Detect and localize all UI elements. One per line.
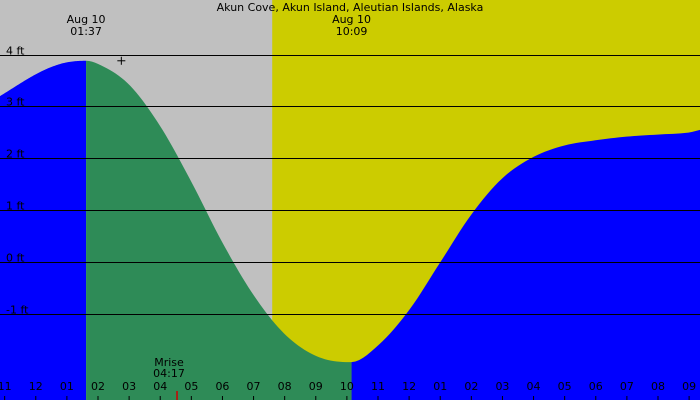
x-tick-label: 11 [0, 380, 12, 393]
tide-area-1 [86, 60, 352, 400]
x-tick-label: 04 [527, 380, 541, 393]
x-tick-label: 01 [60, 380, 74, 393]
x-tick-label: 05 [558, 380, 572, 393]
x-tick-label: 11 [371, 380, 385, 393]
moonrise-label: Mrise [154, 356, 184, 369]
x-tick-label: 07 [620, 380, 634, 393]
x-tick-label: 07 [247, 380, 261, 393]
extrema-annotations: Aug 10 01:37 Aug 10 10:09 [67, 13, 371, 38]
chart-title: Akun Cove, Akun Island, Aleutian Islands… [217, 1, 484, 14]
x-tick-label: 06 [589, 380, 603, 393]
high-tide-time-label: 01:37 [70, 25, 102, 38]
y-tick-label: 1 ft [6, 200, 25, 213]
tide-area-2 [351, 129, 700, 400]
y-axis-tick-labels: 4 ft 3 ft 2 ft 1 ft 0 ft -1 ft [6, 45, 29, 317]
moonrise-time: 04:17 [153, 367, 185, 380]
moonrise-marker: Mrise 04:17 [153, 356, 185, 400]
grid-lines [0, 55, 700, 315]
tide-area-0 [0, 60, 87, 400]
y-tick-label: 4 ft [6, 45, 25, 58]
y-tick-label: 2 ft [6, 148, 25, 161]
x-tick-label: 05 [184, 380, 198, 393]
low-tide-date-label: Aug 10 [332, 13, 371, 26]
x-tick-label: 12 [29, 380, 43, 393]
x-tick-label: 02 [91, 380, 105, 393]
cross-marker [117, 56, 126, 65]
tide-areas [0, 60, 700, 400]
x-tick-label: 01 [433, 380, 447, 393]
x-tick-label: 04 [153, 380, 167, 393]
x-tick-label: 03 [495, 380, 509, 393]
x-tick-label: 12 [402, 380, 416, 393]
x-tick-label: 08 [278, 380, 292, 393]
y-tick-label: -1 ft [6, 304, 29, 317]
low-tide-time-label: 10:09 [336, 25, 368, 38]
x-tick-label: 10 [340, 380, 354, 393]
x-tick-label: 02 [464, 380, 478, 393]
x-tick-label: 09 [682, 380, 696, 393]
x-tick-label: 08 [651, 380, 665, 393]
x-tick-label: 09 [309, 380, 323, 393]
high-tide-date-label: Aug 10 [67, 13, 106, 26]
x-axis-tick-labels: 11 12 01 02 03 04 05 06 07 08 09 10 11 12 01 02 03 04 05 06… [0, 380, 696, 400]
y-tick-label: 0 ft [6, 252, 25, 265]
x-tick-label: 06 [215, 380, 229, 393]
x-tick-label: 03 [122, 380, 136, 393]
y-tick-label: 3 ft [6, 96, 25, 109]
